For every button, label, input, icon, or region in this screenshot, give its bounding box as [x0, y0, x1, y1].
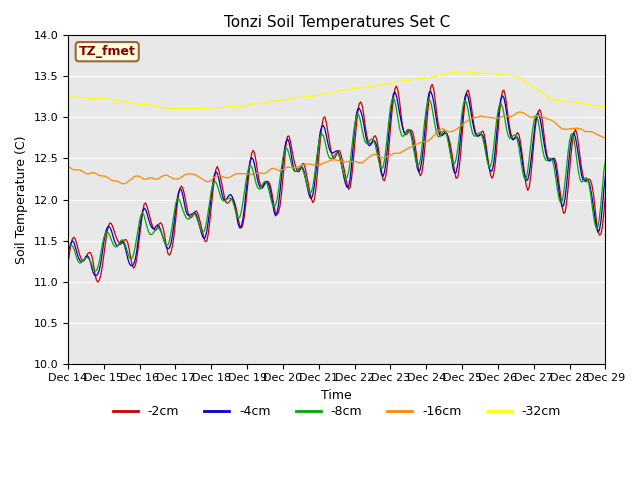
-8cm — [390, 95, 397, 101]
Line: -2cm: -2cm — [68, 84, 605, 282]
-2cm — [602, 193, 609, 199]
Line: -16cm: -16cm — [68, 112, 605, 184]
Line: -4cm: -4cm — [68, 91, 605, 276]
-8cm — [372, 144, 380, 149]
Text: TZ_fmet: TZ_fmet — [79, 45, 136, 58]
-4cm — [79, 258, 87, 264]
-8cm — [166, 238, 173, 243]
-8cm — [79, 258, 87, 264]
-16cm — [120, 181, 127, 187]
-32cm — [189, 106, 197, 112]
-16cm — [372, 152, 380, 157]
-16cm — [516, 109, 524, 115]
-4cm — [602, 173, 609, 179]
-16cm — [401, 147, 409, 153]
-32cm — [164, 105, 172, 111]
-32cm — [372, 83, 380, 89]
-4cm — [427, 88, 435, 94]
Legend: -2cm, -4cm, -8cm, -16cm, -32cm: -2cm, -4cm, -8cm, -16cm, -32cm — [108, 400, 566, 423]
-2cm — [94, 279, 102, 285]
-2cm — [64, 261, 72, 266]
-32cm — [64, 94, 72, 99]
-16cm — [64, 164, 72, 169]
-16cm — [602, 135, 609, 141]
-32cm — [602, 104, 609, 109]
-16cm — [166, 174, 173, 180]
-2cm — [79, 258, 87, 264]
-4cm — [93, 273, 100, 278]
-4cm — [64, 249, 72, 254]
-32cm — [79, 95, 87, 100]
-8cm — [602, 158, 609, 164]
-2cm — [428, 82, 436, 87]
Line: -8cm: -8cm — [68, 98, 605, 271]
-16cm — [539, 114, 547, 120]
-4cm — [539, 132, 547, 137]
-2cm — [166, 252, 173, 258]
-4cm — [401, 130, 409, 136]
-32cm — [401, 78, 409, 84]
-32cm — [458, 69, 466, 75]
-2cm — [401, 132, 409, 138]
Line: -32cm: -32cm — [68, 72, 605, 109]
Title: Tonzi Soil Temperatures Set C: Tonzi Soil Temperatures Set C — [223, 15, 450, 30]
-32cm — [539, 91, 547, 96]
-8cm — [391, 98, 399, 104]
X-axis label: Time: Time — [321, 389, 352, 402]
-4cm — [390, 91, 397, 97]
-2cm — [372, 133, 380, 139]
-2cm — [539, 120, 547, 126]
-32cm — [390, 79, 397, 85]
-2cm — [390, 96, 397, 101]
-4cm — [372, 139, 380, 145]
Y-axis label: Soil Temperature (C): Soil Temperature (C) — [15, 135, 28, 264]
-8cm — [539, 147, 547, 153]
-16cm — [79, 169, 87, 175]
-8cm — [64, 245, 72, 251]
-16cm — [390, 151, 397, 156]
-4cm — [166, 245, 173, 251]
-8cm — [403, 128, 411, 133]
-8cm — [91, 268, 99, 274]
